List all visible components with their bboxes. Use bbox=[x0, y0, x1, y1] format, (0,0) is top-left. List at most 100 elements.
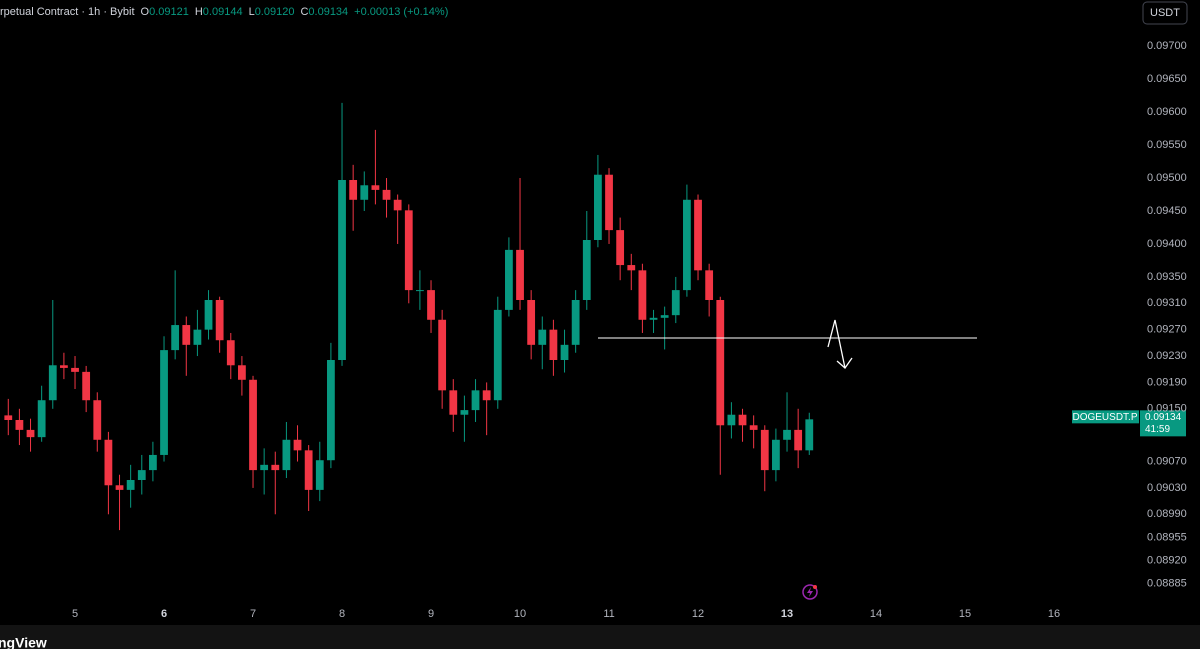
high-label: H bbox=[195, 6, 203, 18]
candle-body bbox=[115, 485, 124, 490]
candle-body bbox=[48, 365, 57, 401]
candle-body bbox=[805, 419, 814, 451]
candle-body bbox=[783, 429, 791, 440]
candle-body bbox=[360, 185, 369, 200]
candle-body bbox=[471, 390, 480, 411]
candle-body bbox=[560, 344, 569, 360]
candle-body bbox=[627, 265, 636, 271]
candle-body bbox=[37, 400, 46, 438]
event-icon[interactable] bbox=[802, 584, 818, 600]
candle-body bbox=[93, 400, 102, 440]
candle-body bbox=[126, 480, 135, 490]
candle-body bbox=[671, 290, 680, 316]
x-tick-label: 16 bbox=[1048, 608, 1060, 620]
close-value: 0.09134 bbox=[308, 6, 348, 18]
y-tick-label: 0.09150 bbox=[1147, 403, 1187, 415]
candle-body bbox=[371, 185, 380, 190]
candle-body bbox=[660, 315, 669, 318]
candles bbox=[4, 102, 814, 531]
candle-body bbox=[60, 365, 68, 368]
candle-body bbox=[683, 199, 691, 291]
candle-body bbox=[282, 439, 291, 471]
y-tick-label: 0.09270 bbox=[1147, 324, 1187, 336]
candle-body bbox=[705, 270, 714, 300]
currency-button[interactable] bbox=[1142, 1, 1188, 25]
symbol-tag: DOGEUSDT.P bbox=[1072, 412, 1137, 423]
candle-body bbox=[738, 414, 747, 426]
y-tick-label: 0.08885 bbox=[1147, 577, 1187, 589]
candle-body bbox=[505, 249, 513, 310]
x-tick-label: 12 bbox=[692, 608, 704, 620]
candle-body bbox=[616, 230, 625, 266]
candle-body bbox=[226, 340, 235, 366]
x-tick-label: 14 bbox=[870, 608, 882, 620]
candle-body bbox=[393, 199, 402, 211]
candle-body bbox=[638, 270, 647, 320]
y-tick-label: 0.09030 bbox=[1147, 482, 1187, 494]
y-tick-label: 0.09190 bbox=[1147, 376, 1187, 388]
y-tick-label: 0.09400 bbox=[1147, 238, 1187, 250]
x-tick-label: 13 bbox=[781, 608, 793, 620]
candle-body bbox=[293, 439, 302, 451]
candle-body bbox=[772, 439, 780, 471]
y-tick-label: 0.09350 bbox=[1147, 271, 1187, 283]
candle-body bbox=[315, 460, 324, 490]
footer-bar bbox=[0, 625, 1200, 649]
candle-body bbox=[404, 210, 413, 291]
open-label: O bbox=[141, 6, 150, 18]
candle-body bbox=[382, 189, 391, 200]
currency-label[interactable]: USDT bbox=[1150, 7, 1180, 19]
candle-body bbox=[760, 429, 769, 471]
y-tick-label: 0.08920 bbox=[1147, 554, 1187, 566]
candle-body bbox=[694, 199, 702, 271]
candle-body bbox=[460, 410, 469, 415]
footer-brand: ngView bbox=[0, 635, 47, 649]
candle-body bbox=[716, 300, 725, 426]
y-tick-label: 0.09230 bbox=[1147, 350, 1187, 362]
x-tick-label: 6 bbox=[161, 608, 167, 620]
candle-body bbox=[260, 464, 269, 471]
x-tick-label: 9 bbox=[428, 608, 434, 620]
price-tag-value: 0.09134 bbox=[1145, 412, 1182, 423]
candle-body bbox=[438, 319, 447, 391]
candle-body bbox=[271, 464, 280, 471]
y-tick-label: 0.09700 bbox=[1147, 40, 1187, 52]
candle-body bbox=[15, 420, 24, 430]
candle-body bbox=[304, 450, 313, 490]
candle-body bbox=[215, 300, 224, 341]
y-tick-label: 0.09500 bbox=[1147, 172, 1187, 184]
candle-body bbox=[605, 174, 613, 231]
x-tick-label: 10 bbox=[514, 608, 526, 620]
y-tick-label: 0.09550 bbox=[1147, 139, 1187, 151]
x-tick-label: 5 bbox=[72, 608, 78, 620]
event-bolt bbox=[807, 587, 813, 597]
candle-body bbox=[594, 174, 602, 240]
event-dot bbox=[813, 585, 817, 589]
y-tick-label: 0.09450 bbox=[1147, 205, 1187, 217]
x-tick-label: 7 bbox=[250, 608, 256, 620]
candle-body bbox=[171, 325, 180, 351]
candle-body bbox=[582, 240, 591, 300]
candle-body bbox=[349, 180, 358, 200]
y-tick-label: 0.08990 bbox=[1147, 508, 1187, 520]
y-tick-label: 0.09310 bbox=[1147, 297, 1187, 309]
header-title: rpetual Contract · 1h · Bybit O0.09121 H0.… bbox=[0, 6, 448, 18]
close-label: C bbox=[300, 6, 308, 18]
candle-body bbox=[794, 429, 803, 451]
candle-body bbox=[160, 350, 168, 455]
candle-body bbox=[137, 470, 146, 480]
candle-body bbox=[238, 365, 246, 380]
y-tick-label: 0.09070 bbox=[1147, 455, 1187, 467]
drawn-arrow[interactable] bbox=[827, 319, 846, 369]
drawn-arrowhead[interactable] bbox=[836, 357, 853, 369]
x-tick-label: 11 bbox=[603, 608, 614, 620]
candle-body bbox=[204, 300, 213, 330]
x-tick-label: 15 bbox=[959, 608, 971, 620]
candle-body bbox=[749, 425, 758, 430]
candle-body bbox=[182, 325, 191, 345]
candle-body bbox=[449, 390, 458, 415]
candle-body bbox=[649, 317, 658, 320]
